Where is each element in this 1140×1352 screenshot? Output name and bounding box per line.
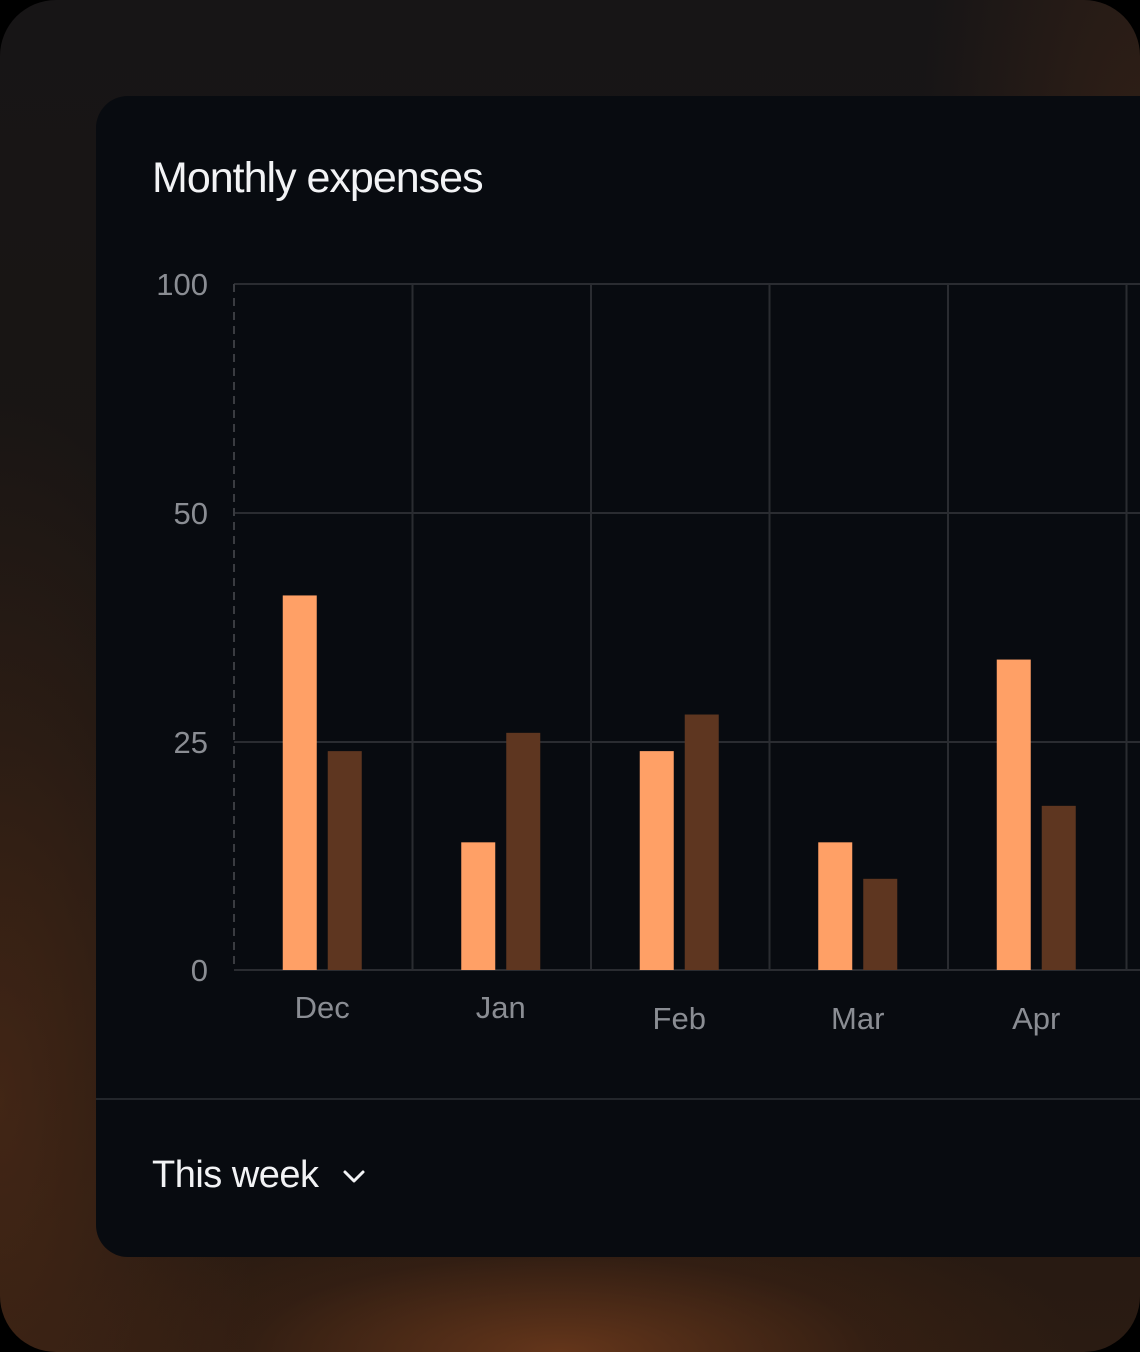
bar-dec-series-1 (282, 595, 317, 970)
card-title: Monthly expenses (152, 154, 484, 202)
period-label: This week (152, 1154, 319, 1196)
chevron-down-icon (343, 1170, 365, 1182)
bar-feb-series-2 (684, 714, 719, 970)
y-tick-label: 25 (174, 725, 208, 760)
card-divider (96, 1098, 1140, 1100)
y-tick-label: 100 (156, 267, 208, 302)
chart-labels: 0 25 50 100 Dec Jan Feb Mar Apr (156, 267, 1060, 1036)
x-tick-label-feb: Feb (653, 1001, 706, 1036)
chart-bars (282, 595, 1076, 970)
bar-jan-series-2 (506, 732, 541, 970)
bar-apr-series-1 (996, 659, 1031, 970)
bar-dec-series-2 (327, 751, 362, 970)
bar-mar-series-2 (863, 878, 898, 970)
bar-feb-series-1 (639, 751, 674, 970)
expenses-bar-chart: 0 25 50 100 Dec Jan Feb Mar Apr (156, 267, 1140, 1036)
period-dropdown[interactable]: This week (152, 1154, 367, 1197)
x-tick-label-mar: Mar (831, 1001, 884, 1036)
bar-mar-series-1 (818, 842, 853, 970)
y-tick-label: 0 (191, 953, 208, 988)
bar-jan-series-1 (461, 842, 496, 970)
x-tick-label-dec: Dec (295, 990, 350, 1025)
y-tick-label: 50 (174, 496, 208, 531)
x-tick-label-jan: Jan (476, 990, 526, 1025)
bar-apr-series-2 (1041, 805, 1076, 970)
expenses-card: Monthly expenses 0 25 50 100 Dec Jan Feb Mar Apr… (96, 96, 1140, 1257)
x-tick-label-apr: Apr (1012, 1001, 1060, 1036)
